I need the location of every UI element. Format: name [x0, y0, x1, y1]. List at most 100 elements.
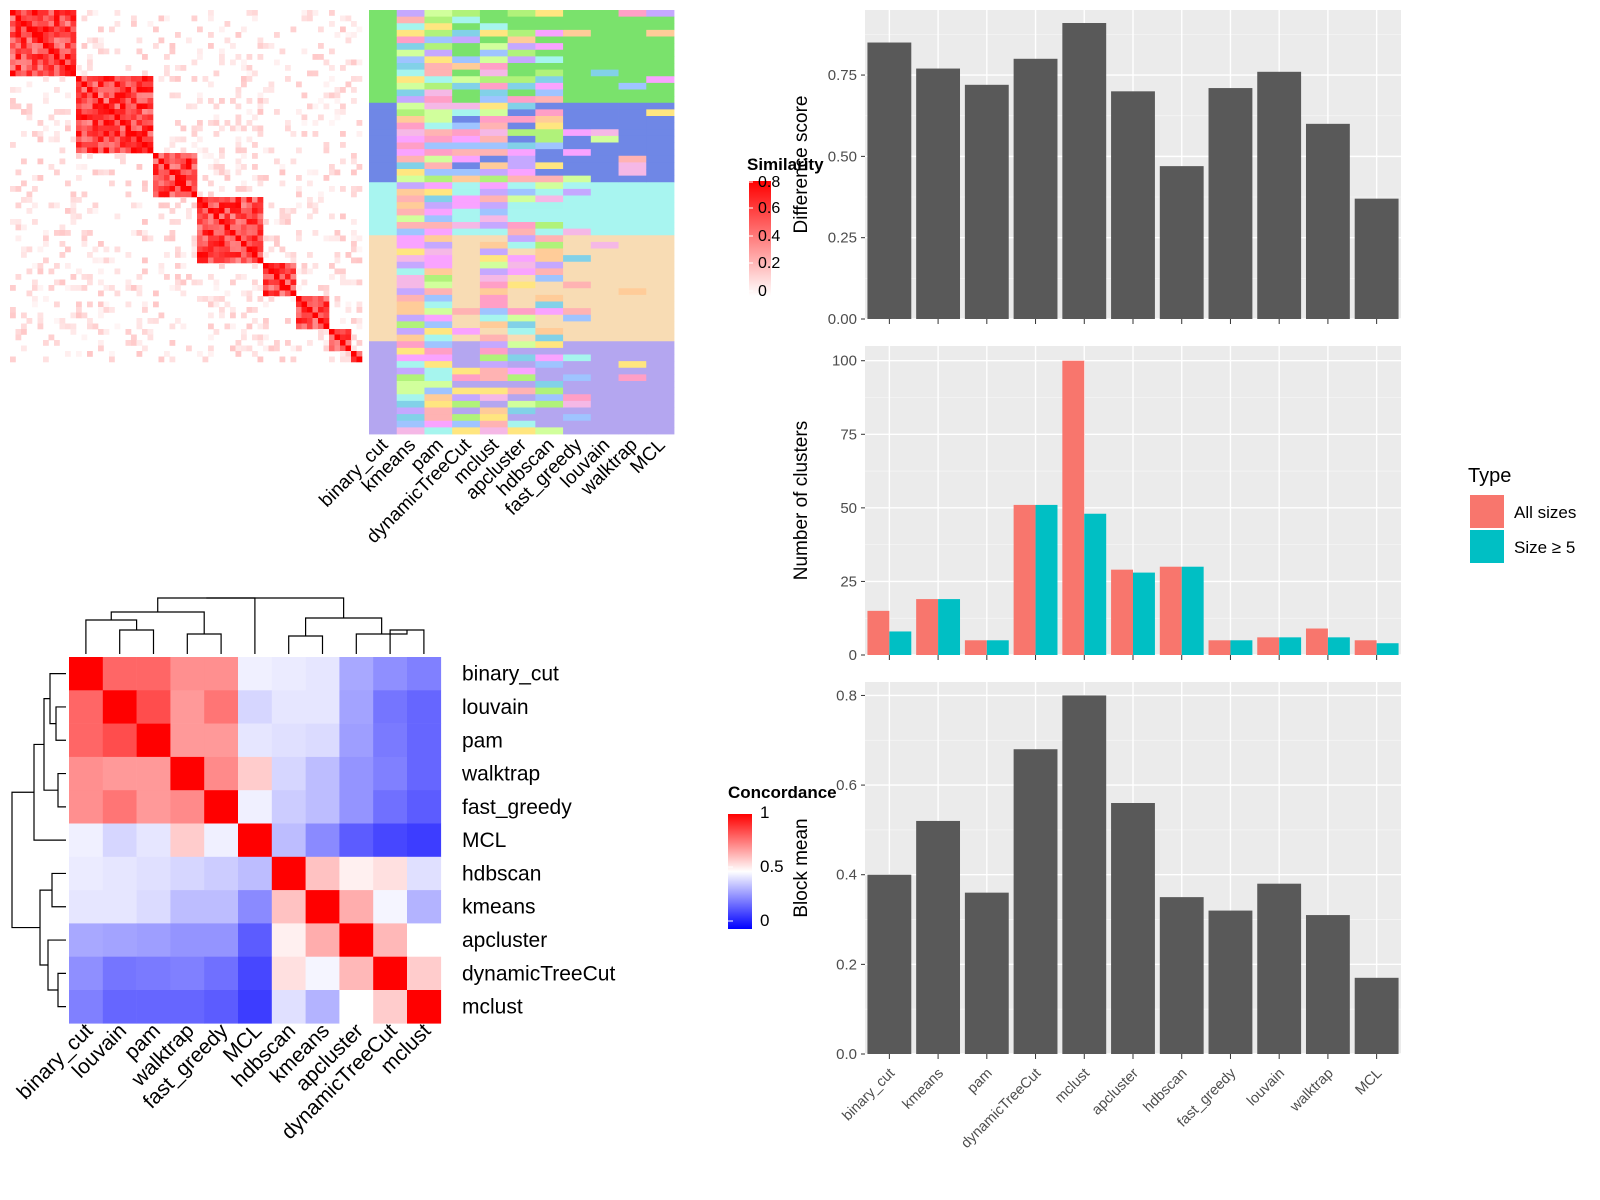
similarity-cell — [65, 180, 71, 187]
concordance-cell — [373, 956, 408, 991]
cluster-cell — [646, 321, 675, 329]
similarity-cell — [147, 334, 154, 341]
similarity-cell — [87, 76, 93, 82]
similarity-cell — [109, 103, 115, 110]
similarity-cell — [10, 312, 16, 319]
cluster-cell — [396, 321, 425, 329]
similarity-cell — [252, 70, 258, 77]
cluster-cell — [646, 23, 675, 31]
similarity-cell — [334, 98, 341, 104]
similarity-cell — [351, 279, 357, 286]
bar-binary_cut-all-sizes — [867, 610, 890, 655]
concordance-cell — [204, 923, 239, 957]
cluster-cell — [618, 102, 647, 110]
similarity-cell — [81, 191, 88, 198]
similarity-cell — [142, 219, 148, 225]
similarity-cell — [252, 285, 258, 291]
similarity-cell — [191, 142, 198, 148]
similarity-cell — [197, 136, 203, 143]
cluster-cell — [618, 188, 647, 196]
similarity-cell — [213, 213, 220, 220]
similarity-cell — [318, 334, 324, 341]
similarity-cell — [103, 246, 110, 253]
similarity-cell — [142, 147, 148, 154]
bar-MCL — [1354, 198, 1399, 319]
concordance-cell — [339, 890, 374, 924]
similarity-cell — [37, 318, 44, 324]
cluster-cell — [563, 69, 592, 77]
concordance-cell — [170, 990, 205, 1024]
cluster-cell — [535, 122, 564, 130]
similarity-cell — [147, 92, 154, 99]
concordance-cell — [136, 956, 171, 991]
cluster-cell — [369, 63, 398, 71]
bar-louvain — [1257, 71, 1302, 319]
similarity-cell — [98, 76, 104, 82]
cluster-cell — [369, 341, 398, 349]
dendrogram-branch — [57, 972, 66, 1008]
similarity-cell — [285, 268, 291, 275]
cluster-cell — [424, 109, 453, 117]
similarity-cell — [10, 37, 16, 44]
similarity-cell — [246, 98, 253, 104]
similarity-cell — [296, 81, 302, 88]
similarity-cell — [37, 32, 44, 38]
similarity-cell — [263, 43, 269, 49]
similarity-cell — [175, 180, 181, 187]
bar-hdbscan — [1159, 166, 1204, 319]
similarity-cell — [98, 268, 104, 275]
cluster-cell — [618, 301, 647, 309]
similarity-cell — [329, 356, 335, 363]
similarity-cell — [26, 81, 33, 88]
cluster-cell — [424, 288, 453, 296]
similarity-cell — [356, 323, 363, 330]
similarity-cell — [142, 103, 148, 110]
concordance-cell — [238, 657, 273, 691]
similarity-cell — [164, 169, 170, 176]
similarity-cell — [120, 153, 126, 159]
similarity-cell — [92, 103, 99, 110]
cluster-cell — [646, 102, 675, 110]
cluster-cell — [535, 354, 564, 362]
similarity-cell — [54, 131, 60, 137]
similarity-cell — [345, 351, 352, 357]
similarity-cell — [340, 345, 346, 352]
cluster-cell — [618, 23, 647, 31]
similarity-cell — [219, 208, 225, 214]
cluster-cell — [535, 235, 564, 243]
similarity-cell — [279, 219, 286, 225]
bar-pam-all-sizes — [964, 640, 987, 655]
cluster-cell — [563, 334, 592, 342]
similarity-cell — [15, 202, 22, 209]
similarity-tick-label: 0.4 — [758, 228, 780, 245]
similarity-cell — [213, 202, 220, 209]
concordance-cell — [339, 823, 374, 858]
similarity-cell — [81, 230, 88, 236]
cluster-cell — [369, 248, 398, 256]
similarity-cell — [351, 59, 357, 66]
cluster-cell — [424, 347, 453, 355]
similarity-cell — [208, 153, 214, 159]
similarity-cell — [70, 26, 77, 33]
similarity-cell — [186, 208, 192, 214]
similarity-cell — [257, 103, 264, 110]
similarity-cell — [175, 252, 181, 258]
cluster-cell — [535, 76, 564, 84]
cluster-cell — [618, 294, 647, 302]
similarity-cell — [65, 48, 71, 55]
cluster-cell — [369, 135, 398, 143]
similarity-cell — [219, 296, 225, 302]
similarity-cell — [32, 131, 38, 137]
similarity-cell — [103, 169, 110, 176]
cluster-cell — [369, 294, 398, 302]
cluster-cell — [535, 374, 564, 382]
similarity-cell — [125, 301, 132, 308]
cluster-cell — [618, 63, 647, 71]
similarity-cell — [98, 103, 104, 110]
similarity-cell — [87, 65, 93, 71]
similarity-cell — [175, 164, 181, 170]
cluster-cell — [369, 261, 398, 269]
similarity-cell — [356, 246, 363, 253]
similarity-cell — [136, 48, 143, 55]
similarity-cell — [54, 48, 60, 55]
